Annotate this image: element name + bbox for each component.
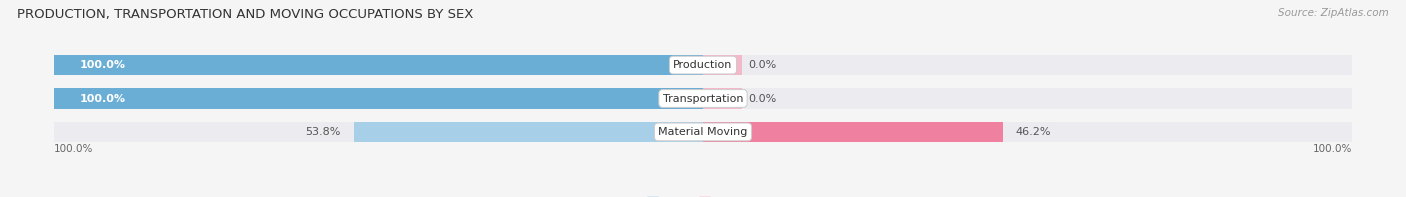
Bar <box>53 88 703 109</box>
Text: 100.0%: 100.0% <box>80 94 127 103</box>
Text: PRODUCTION, TRANSPORTATION AND MOVING OCCUPATIONS BY SEX: PRODUCTION, TRANSPORTATION AND MOVING OC… <box>17 8 474 21</box>
Text: 100.0%: 100.0% <box>53 144 93 154</box>
Text: 100.0%: 100.0% <box>1313 144 1353 154</box>
Text: 53.8%: 53.8% <box>305 127 340 137</box>
Bar <box>53 88 1353 109</box>
Text: 0.0%: 0.0% <box>748 94 776 103</box>
Bar <box>53 55 1353 75</box>
Bar <box>703 55 742 75</box>
Text: 100.0%: 100.0% <box>80 60 127 70</box>
Bar <box>53 122 1353 142</box>
Text: Material Moving: Material Moving <box>658 127 748 137</box>
Bar <box>354 122 703 142</box>
Text: Production: Production <box>673 60 733 70</box>
Bar <box>703 122 1002 142</box>
Bar <box>53 55 703 75</box>
Text: Source: ZipAtlas.com: Source: ZipAtlas.com <box>1278 8 1389 18</box>
Legend: Male, Female: Male, Female <box>643 193 763 197</box>
Bar <box>703 88 742 109</box>
Text: Transportation: Transportation <box>662 94 744 103</box>
Text: 46.2%: 46.2% <box>1015 127 1052 137</box>
Text: 0.0%: 0.0% <box>748 60 776 70</box>
